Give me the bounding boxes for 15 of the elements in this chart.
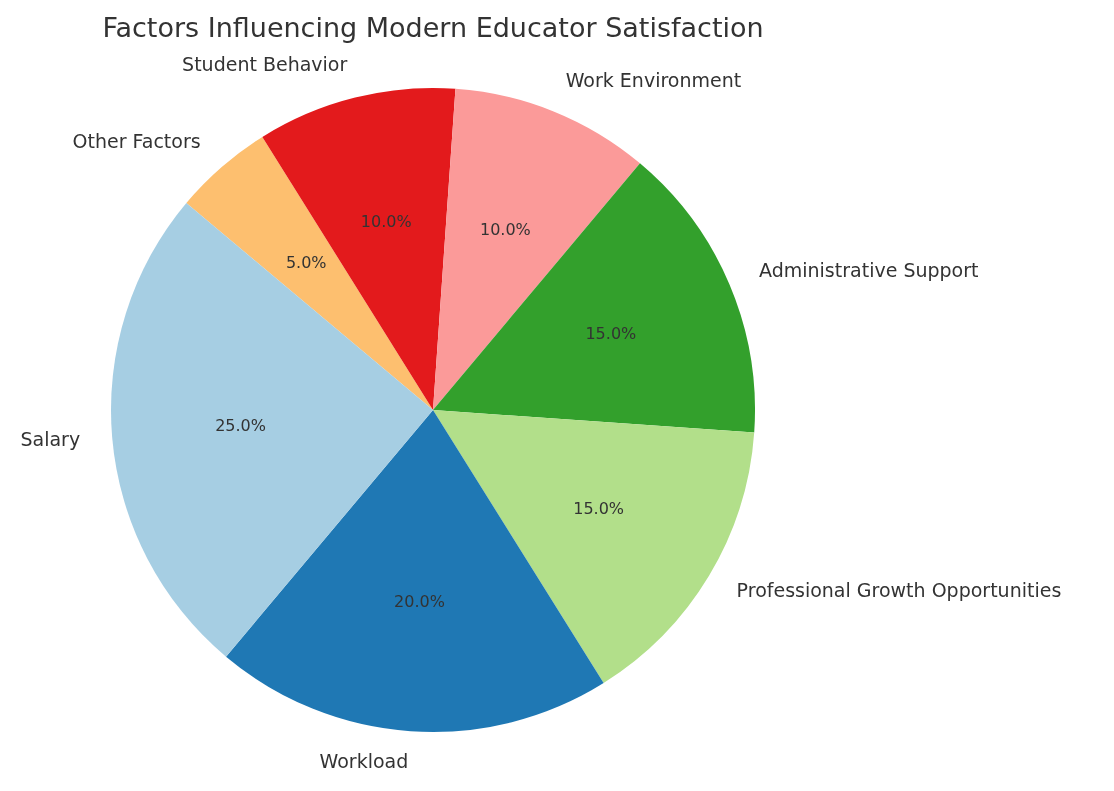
data-label: 5.0% [285,253,327,273]
slice-label: Administrative Support [759,258,979,281]
data-label: 10.0% [360,211,412,231]
data-label: 20.0% [394,591,445,611]
data-label: 15.0% [585,323,637,343]
data-label: 10.0% [479,220,531,240]
slice-label: Other Factors [72,129,201,152]
slice-label: Salary [20,427,81,450]
data-label: 15.0% [573,498,625,518]
data-label: 25.0% [215,415,266,435]
slice-label: Work Environment [565,68,742,91]
chart-title: Factors Influencing Modern Educator Satisfaction [102,12,764,44]
slice-label: Professional Growth Opportunities [736,579,1062,602]
slice-label: Workload [319,750,409,773]
slice-label: Student Behavior [182,53,348,76]
